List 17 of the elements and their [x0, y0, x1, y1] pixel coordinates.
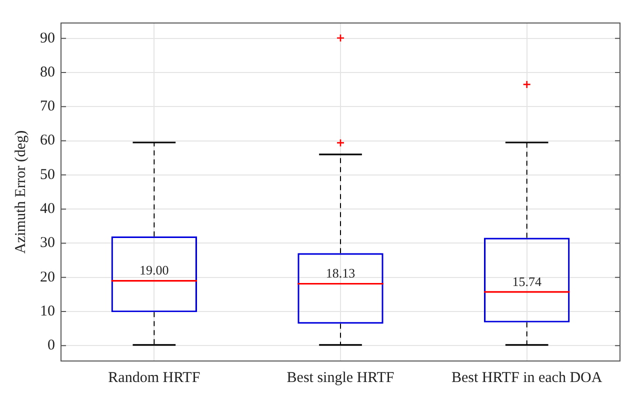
x-tick-label: Best single HRTF	[286, 370, 394, 386]
y-tick-label: 80	[40, 64, 55, 80]
y-tick-label: 30	[40, 235, 55, 252]
x-tick-label: Random HRTF	[108, 370, 200, 386]
y-tick-label: 40	[40, 201, 55, 218]
text: 15.74	[512, 274, 542, 289]
x-tick-label: Best HRTF in each DOA	[451, 370, 602, 386]
y-tick-label: 20	[40, 269, 55, 286]
y-tick-label: 60	[40, 132, 55, 149]
y-tick-label: 50	[40, 166, 55, 183]
text: 19.00	[140, 262, 169, 278]
y-tick-label: 90	[40, 30, 55, 46]
y-tick-label: 10	[40, 303, 55, 320]
y-tick-label: 70	[40, 98, 55, 115]
y-axis-title: Azimuth Error (deg)	[12, 130, 29, 254]
text: 18.13	[326, 266, 356, 281]
y-tick-label: 0	[48, 338, 55, 354]
